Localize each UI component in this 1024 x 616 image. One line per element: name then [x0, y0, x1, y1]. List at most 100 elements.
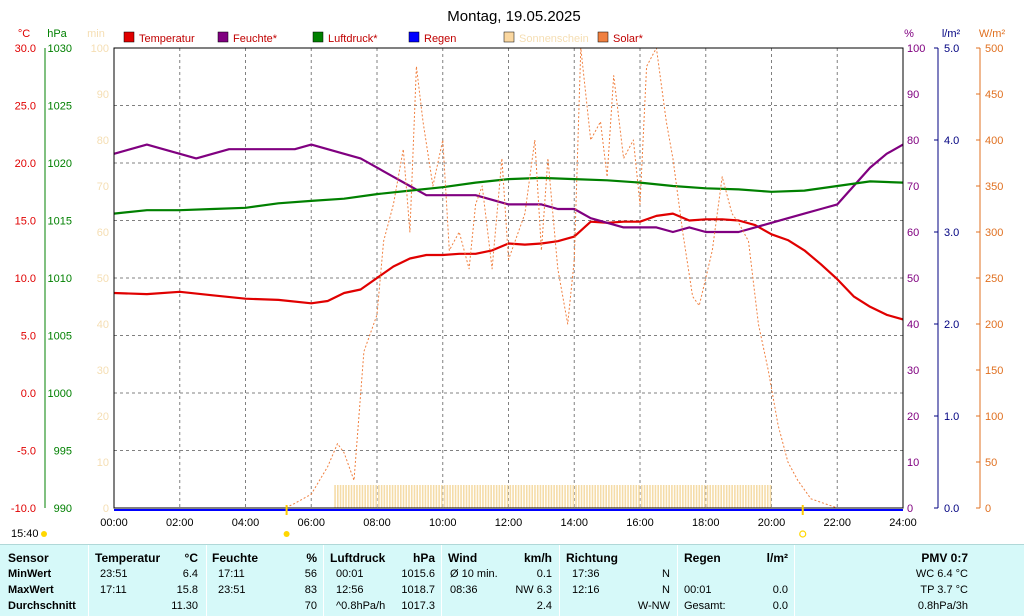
tick-press: 1020	[48, 158, 72, 170]
sunshine-bar	[369, 485, 372, 508]
cell-p-val: 1018.7	[401, 584, 435, 596]
cell-p-val: 1017.3	[401, 600, 435, 612]
sunshine-bar	[591, 485, 594, 508]
sunshine-bar	[504, 485, 506, 508]
cell-d-time: 12:16	[572, 584, 600, 596]
tick-rain: 2.0	[944, 319, 959, 331]
sunshine-bar	[731, 485, 733, 508]
sunshine-bar	[446, 485, 449, 508]
sunshine-bar	[687, 485, 690, 508]
sunshine-bar	[567, 485, 569, 508]
unit-temp: °C	[18, 28, 30, 40]
hdr-rain: Regen	[684, 551, 721, 565]
sunshine-bar	[342, 485, 345, 508]
sunshine-bar	[490, 485, 492, 508]
sunshine-bar	[621, 485, 624, 508]
sunshine-bar	[660, 485, 662, 508]
sunshine-bar	[720, 485, 722, 508]
hdr-wind: Wind	[448, 551, 478, 565]
sunshine-bar	[662, 485, 665, 508]
sunshine-bar	[627, 485, 629, 508]
tick-sun: 10	[97, 457, 109, 469]
unit-solar: W/m²	[979, 28, 1006, 40]
tick-press: 990	[54, 503, 72, 515]
sunshine-bar	[375, 485, 377, 508]
sunshine-bar	[347, 485, 350, 508]
sunshine-bar	[624, 485, 627, 508]
tick-hum: 80	[907, 135, 919, 147]
xtick-label: 08:00	[363, 517, 391, 529]
sunshine-bar	[435, 485, 438, 508]
tick-hum: 40	[907, 319, 919, 331]
sunshine-bar	[547, 485, 550, 508]
sunshine-bar	[613, 485, 616, 508]
sunshine-bar	[610, 485, 613, 508]
sunshine-bar	[358, 485, 361, 508]
unit-rain: l/m²	[942, 28, 961, 40]
legend-swatch-2	[312, 31, 324, 43]
sunshine-bar	[405, 485, 408, 508]
tick-rain: 4.0	[944, 135, 959, 147]
tick-sun: 40	[97, 319, 109, 331]
sunshine-bar	[383, 485, 386, 508]
tick-solar: 50	[985, 457, 997, 469]
cell-r-time: Gesamt:	[684, 600, 726, 612]
tick-temp: 0.0	[21, 388, 36, 400]
tick-temp: -10.0	[11, 503, 36, 515]
sunshine-bar	[339, 485, 342, 508]
tick-hum: 70	[907, 181, 919, 193]
unit-press: hPa	[47, 28, 67, 40]
sunshine-bar	[389, 485, 391, 508]
cell-w-label: Ø 10 min.	[450, 568, 498, 580]
legend-label-3: Regen	[424, 33, 456, 45]
legend-label-4: Sonnenschein	[519, 33, 589, 45]
tick-sun: 60	[97, 227, 109, 239]
cell-t-time: 17:11	[100, 584, 127, 596]
tick-hum: 10	[907, 457, 919, 469]
hdr-sensor: Sensor	[8, 551, 49, 565]
cell-p-time: 12:56	[336, 584, 364, 596]
sunshine-bar	[380, 485, 383, 508]
sunshine-bar	[594, 485, 597, 508]
sunshine-bar	[693, 485, 695, 508]
hdr-rain-unit: l/m²	[766, 551, 788, 565]
sunshine-bar	[473, 485, 476, 508]
tick-temp: 15.0	[15, 216, 36, 228]
tick-solar: 150	[985, 365, 1003, 377]
tick-sun: 20	[97, 411, 109, 423]
cell-d-time: 17:36	[572, 568, 600, 580]
axis-units: °C hPa min% l/m² W/m²	[18, 28, 1006, 40]
sunrise-dot	[283, 531, 290, 537]
sunshine-bar	[536, 485, 539, 508]
sunshine-bar	[413, 485, 416, 508]
legend-swatch-3	[408, 31, 420, 43]
sunshine-bar	[586, 485, 588, 508]
cell-h-val: 70	[304, 600, 317, 612]
sunshine-bar	[501, 485, 503, 508]
sunshine-bar	[564, 485, 566, 508]
series-lines	[113, 47, 904, 509]
sunshine-bar	[561, 485, 564, 508]
sunshine-bar	[556, 485, 558, 508]
cell-w-val: 2.4	[536, 600, 552, 612]
sunshine-bar	[337, 485, 339, 508]
current-time-label: 15:40	[11, 528, 39, 540]
cell-d-val: N	[662, 584, 670, 596]
sunshine-bar	[421, 485, 424, 508]
sunshine-bar	[487, 485, 490, 508]
sunshine-bar	[764, 485, 766, 508]
sunshine-bar	[575, 485, 577, 508]
sunshine-bar	[742, 485, 744, 508]
cell-pmv: WC 6.4 °C	[915, 568, 968, 580]
cell-w-val: 0.1	[536, 568, 552, 580]
sunshine-bar	[361, 485, 364, 508]
sunshine-bar	[640, 485, 643, 508]
sunshine-bar	[457, 485, 460, 508]
legend-label-2: Luftdruck*	[328, 33, 378, 45]
tick-temp: 20.0	[15, 158, 36, 170]
cell-h-time: 23:51	[218, 584, 246, 596]
sunshine-bar	[427, 485, 429, 508]
cell-t-val: 6.4	[182, 568, 198, 580]
cell-label: MinWert	[8, 568, 52, 580]
sunshine-bar	[665, 485, 668, 508]
